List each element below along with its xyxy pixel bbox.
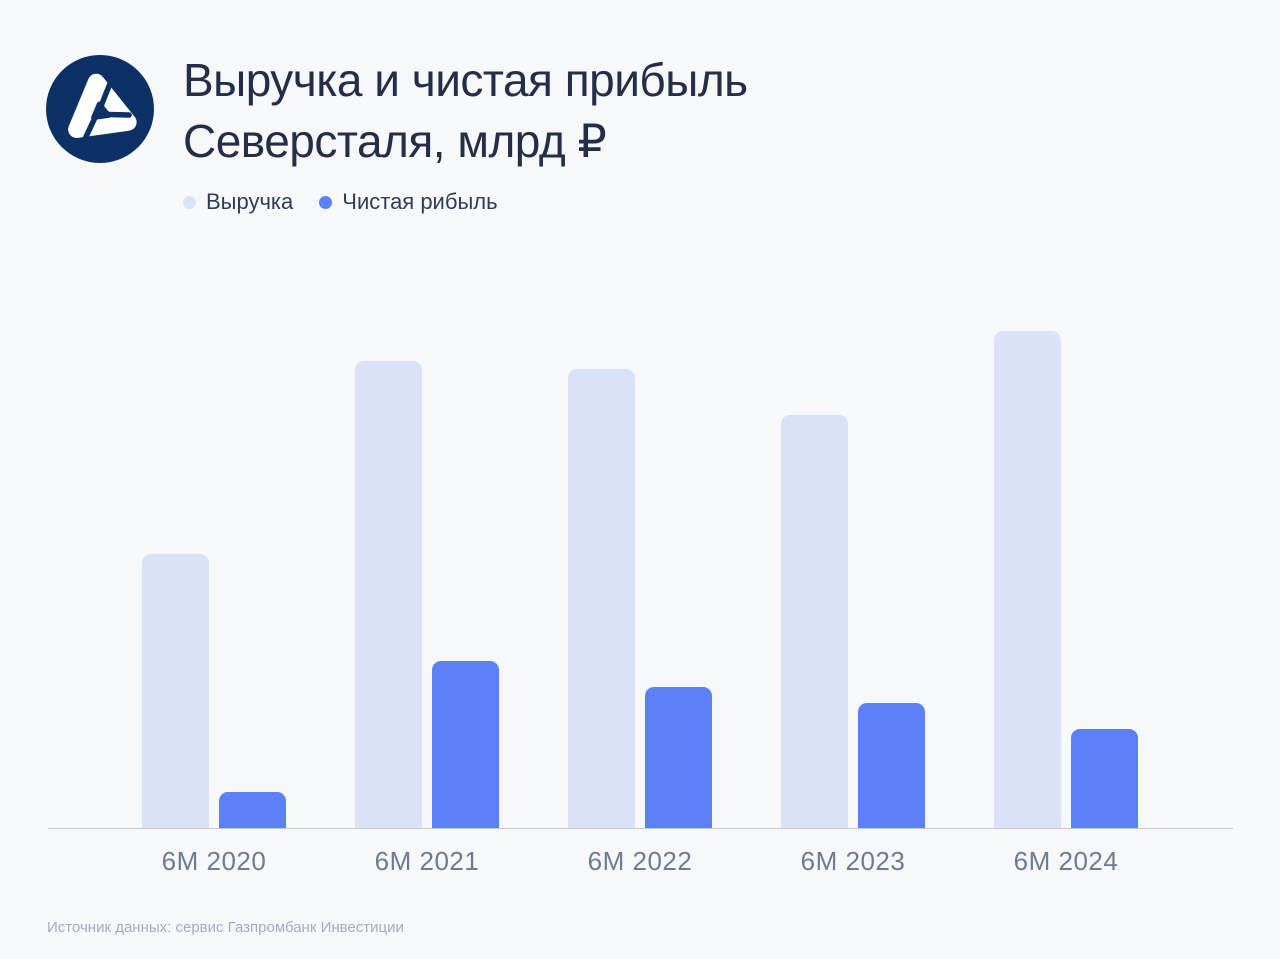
net-profit-bar <box>1071 729 1138 828</box>
legend-dot-revenue <box>183 195 196 209</box>
net-profit-bar <box>219 792 286 828</box>
source-note: Источник данных: сервис Газпромбанк Инве… <box>47 919 404 936</box>
severstal-logo <box>46 55 154 163</box>
chart-title-line2: Северсталя, млрд ₽ <box>183 115 607 167</box>
revenue-bar <box>568 369 635 828</box>
x-axis-label: 6M 2024 <box>1013 846 1119 876</box>
legend-dot-net-profit <box>319 195 333 209</box>
revenue-bar <box>142 554 209 828</box>
x-axis-label: 6M 2022 <box>587 846 693 876</box>
legend-item-revenue: Выручка <box>183 189 293 215</box>
chart-title: Выручка и чистая прибыль Северсталя, млр… <box>183 50 748 172</box>
net-profit-bar <box>645 687 712 828</box>
x-axis-line <box>48 828 1233 829</box>
revenue-bar <box>781 415 848 828</box>
x-axis-label: 6M 2023 <box>800 846 906 876</box>
legend: Выручка Чистая рибыль <box>183 189 498 215</box>
net-profit-bar <box>432 661 499 828</box>
legend-label-revenue: Выручка <box>206 189 294 214</box>
legend-label-net-profit: Чистая рибыль <box>342 189 498 214</box>
legend-item-net-profit: Чистая рибыль <box>319 189 498 215</box>
x-axis-label: 6M 2020 <box>161 846 267 876</box>
x-axis-label: 6M 2021 <box>374 846 480 876</box>
chart-title-line1: Выручка и чистая прибыль <box>183 54 748 106</box>
revenue-bar <box>355 361 422 828</box>
severstal-logo-icon <box>46 55 154 163</box>
revenue-bar <box>994 331 1061 828</box>
net-profit-bar <box>858 703 925 828</box>
